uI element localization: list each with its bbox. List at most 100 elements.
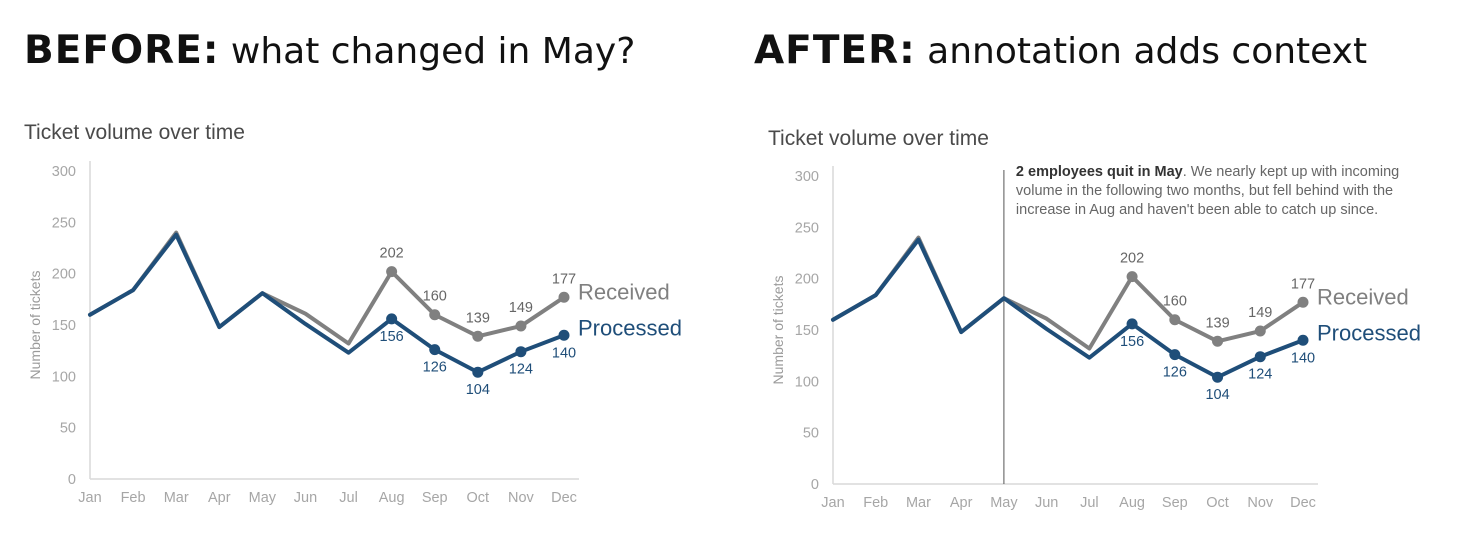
processed-point [429,344,441,356]
before-heading-text: what changed in May? [219,31,636,72]
processed-point [1212,371,1224,383]
x-tick-label: Jul [1080,495,1099,511]
processed-point [515,346,527,358]
received-series-label: Received [1317,284,1409,309]
received-point [515,320,527,332]
y-tick-label: 100 [52,369,76,385]
y-tick-label: 100 [795,374,819,390]
received-data-label: 202 [1120,251,1144,267]
after-chart: Ticket volume over time Number of tickets… [768,127,1421,511]
received-data-label: 160 [423,289,447,305]
x-tick-label: Dec [1290,495,1316,511]
x-tick-label: Oct [1206,495,1229,511]
y-axis-label: Number of tickets [27,271,43,380]
processed-point [1169,349,1181,361]
x-tick-label: Aug [1119,495,1145,511]
after-heading: AFTER: annotation adds context [754,28,1367,73]
y-tick-label: 250 [795,220,819,236]
received-point [1169,314,1181,326]
chart-title: Ticket volume over time [24,121,245,144]
processed-data-label: 124 [1248,367,1272,383]
x-tick-label: Mar [164,490,189,506]
x-tick-label: Jun [1035,495,1058,511]
y-tick-label: 150 [795,323,819,339]
before-chart: Ticket volume over time Number of tickets… [24,121,682,506]
after-heading-text: annotation adds context [915,31,1368,72]
received-point [1126,271,1138,283]
received-point [1254,325,1266,337]
before-heading-key: BEFORE: [24,28,220,73]
x-tick-label: May [249,490,277,506]
received-line [831,235,1305,351]
received-data-label: 177 [1291,276,1315,292]
processed-line [88,232,566,375]
annotation-line-3: increase in Aug and haven't been able to… [1016,202,1378,218]
received-data-label: 139 [1205,315,1229,331]
processed-line [831,237,1305,380]
received-data-label: 139 [466,310,490,326]
annotation-text: 2 employees quit in May. We nearly kept … [1016,164,1399,180]
before-heading: BEFORE: what changed in May? [24,28,635,73]
annotation-line-1: . We nearly kept up with incoming [1183,164,1400,180]
received-series-label: Received [578,279,670,304]
annotation-bold: 2 employees quit in May [1016,164,1183,180]
x-tick-label: Feb [863,495,888,511]
x-tick-label: Jun [294,490,317,506]
y-tick-label: 150 [52,318,76,334]
y-tick-label: 250 [52,215,76,231]
processed-point [558,329,570,341]
y-axis-label: Number of tickets [770,276,786,385]
processed-data-label: 156 [1120,334,1144,350]
received-data-label: 149 [1248,305,1272,321]
x-tick-label: Aug [379,490,405,506]
processed-data-label: 124 [509,362,533,378]
annotation-line-2: volume in the following two months, but … [1016,183,1393,199]
x-tick-label: Jul [339,490,358,506]
processed-data-label: 104 [1205,387,1229,403]
processed-data-label: 126 [1163,365,1187,381]
x-tick-label: Apr [208,490,231,506]
received-data-label: 160 [1163,294,1187,310]
x-tick-label: Sep [1162,495,1188,511]
received-point [386,266,398,278]
received-point [472,330,484,342]
received-point [1297,296,1309,308]
processed-point [472,366,484,378]
y-tick-label: 200 [52,267,76,283]
processed-point [1126,318,1138,330]
x-tick-label: Nov [1247,495,1274,511]
processed-data-label: 140 [1291,350,1315,366]
y-tick-label: 300 [52,164,76,180]
received-point [558,291,570,303]
processed-point [386,313,398,325]
processed-data-label: 140 [552,345,576,361]
received-point [1212,335,1224,347]
x-tick-label: Jan [821,495,844,511]
chart-title: Ticket volume over time [768,127,989,150]
processed-series-label: Processed [1317,320,1421,345]
x-tick-label: May [990,495,1018,511]
processed-point [1254,351,1266,363]
processed-point [1297,334,1309,346]
x-tick-label: Dec [551,490,577,506]
received-data-label: 202 [380,246,404,262]
y-tick-label: 300 [795,169,819,185]
x-tick-label: Sep [422,490,448,506]
received-point [429,309,441,321]
x-tick-label: Mar [906,495,931,511]
y-tick-label: 0 [811,477,819,493]
y-tick-label: 200 [795,272,819,288]
x-tick-label: Oct [467,490,490,506]
received-data-label: 149 [509,300,533,316]
after-heading-key: AFTER: [754,28,916,73]
y-tick-label: 50 [803,426,819,442]
y-tick-label: 0 [68,472,76,488]
processed-data-label: 104 [466,382,490,398]
received-line [88,230,566,346]
processed-series-label: Processed [578,315,682,340]
x-tick-label: Apr [950,495,973,511]
x-tick-label: Jan [78,490,101,506]
received-data-label: 177 [552,271,576,287]
y-tick-label: 50 [60,421,76,437]
